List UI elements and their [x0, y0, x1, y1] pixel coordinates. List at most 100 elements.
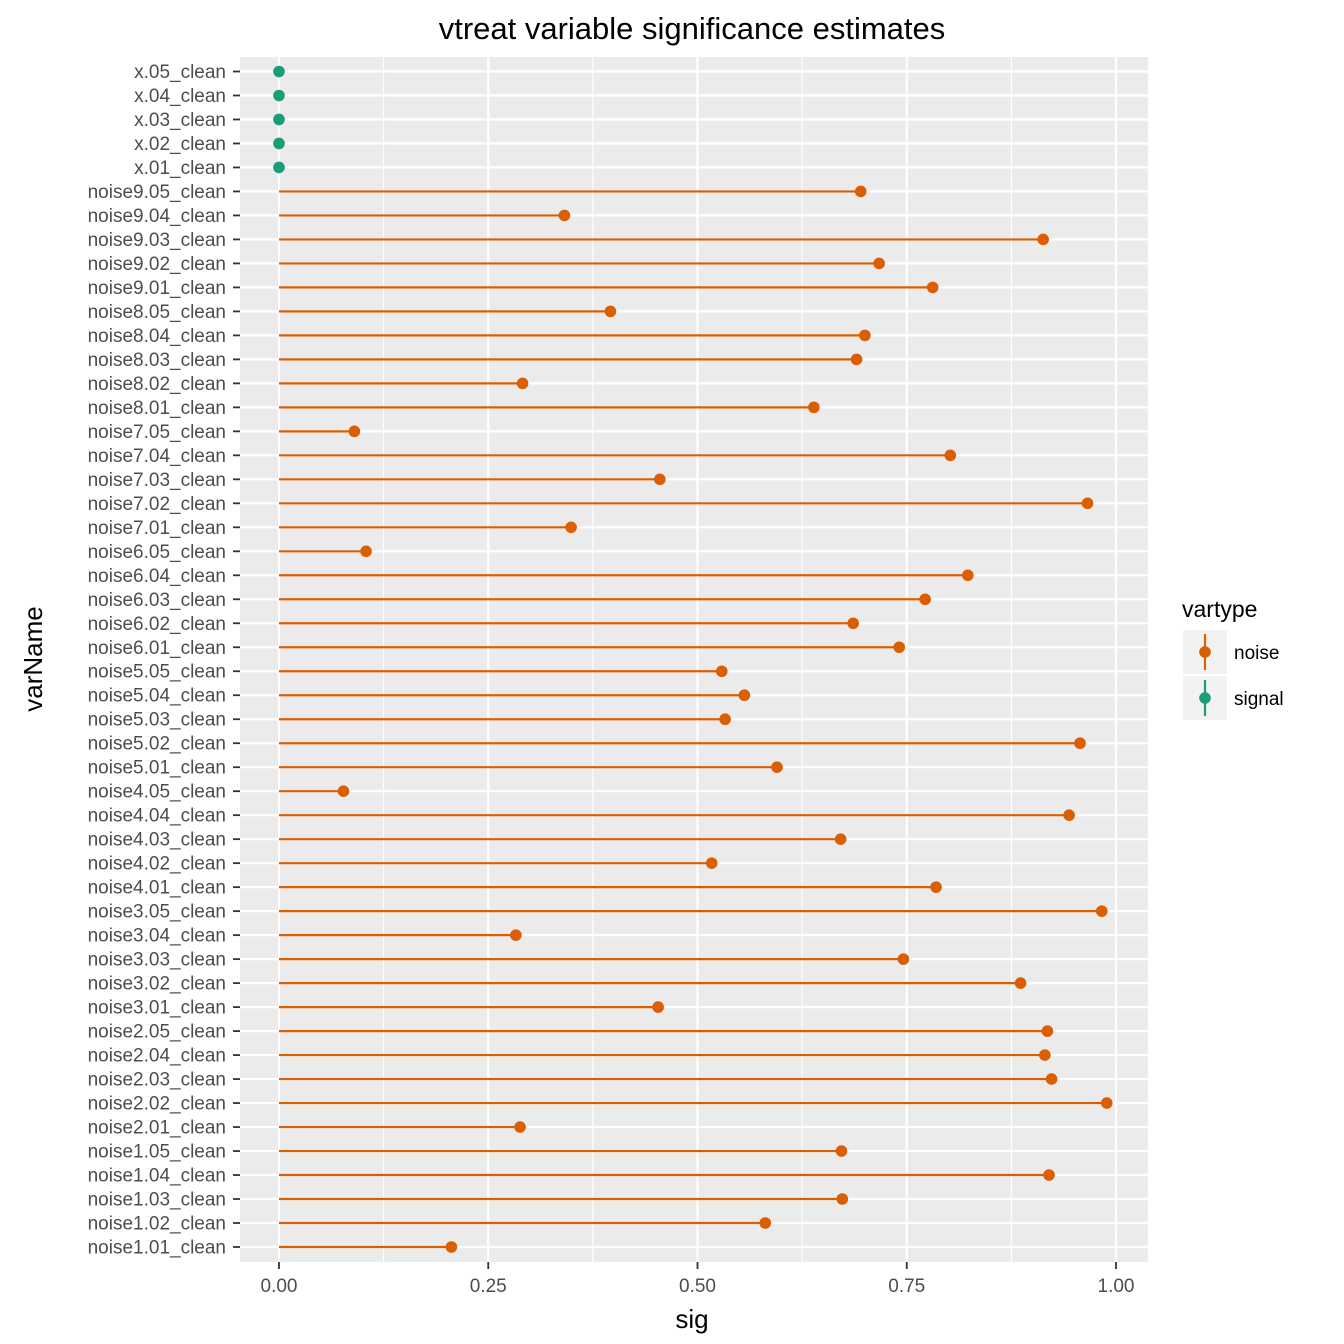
lollipop-stems [279, 190, 1107, 1249]
y-tick-label: noise6.04_clean [88, 566, 226, 587]
x-tick-label: 0.25 [470, 1276, 507, 1297]
y-tick-label: noise1.03_clean [88, 1190, 226, 1211]
point-noise6.05_clean [360, 545, 372, 558]
point-noise2.01_clean [514, 1121, 526, 1133]
y-tick-label: noise3.05_clean [88, 902, 226, 923]
point-noise4.05_clean [337, 785, 350, 797]
y-tick-label: noise5.02_clean [88, 734, 226, 755]
legend-key-point-signal [1199, 692, 1211, 704]
y-tick-label: noise6.02_clean [88, 614, 226, 635]
point-noise5.04_clean [738, 689, 751, 702]
y-tick-label: noise4.05_clean [88, 782, 226, 803]
y-tick-label: noise9.01_clean [88, 278, 226, 299]
x-axis: 0.00 0.25 0.50 0.75 1.00 [261, 1262, 1134, 1297]
y-tick-label: noise7.02_clean [88, 494, 226, 515]
y-tick-label: noise4.01_clean [88, 878, 226, 899]
x-axis-title: sig [675, 1304, 708, 1334]
point-x.01_clean [273, 161, 285, 174]
y-tick-label: noise8.01_clean [88, 398, 226, 419]
y-tick-label: noise9.02_clean [88, 254, 226, 275]
y-tick-label: x.02_clean [134, 134, 226, 155]
y-tick-label: x.01_clean [134, 158, 226, 179]
point-noise4.04_clean [1063, 809, 1075, 821]
y-tick-label: noise5.01_clean [88, 758, 226, 779]
point-noise4.03_clean [834, 833, 847, 845]
point-noise4.02_clean [705, 857, 718, 869]
point-noise3.01_clean [652, 1001, 664, 1013]
y-tick-label: noise4.04_clean [88, 806, 226, 827]
x-tick-label: 0.50 [679, 1276, 716, 1297]
y-tick-label: noise7.05_clean [88, 422, 226, 443]
point-noise7.04_clean [944, 449, 957, 462]
y-tick-label: noise9.05_clean [88, 182, 226, 203]
point-noise6.01_clean [893, 641, 906, 654]
y-tick-label: noise9.03_clean [88, 230, 226, 251]
y-tick-label: noise4.02_clean [88, 854, 226, 875]
point-noise3.03_clean [897, 953, 910, 965]
lollipop-points [273, 65, 1113, 1253]
point-noise5.03_clean [719, 713, 731, 726]
y-tick-label: noise8.02_clean [88, 374, 226, 395]
y-tick-label: noise6.05_clean [88, 542, 226, 563]
point-noise8.05_clean [604, 305, 617, 318]
point-noise6.02_clean [847, 617, 859, 630]
point-noise2.03_clean [1045, 1073, 1058, 1085]
point-noise9.04_clean [558, 209, 571, 222]
point-noise6.03_clean [919, 593, 931, 606]
point-noise2.05_clean [1041, 1025, 1054, 1037]
y-tick-label: noise7.01_clean [88, 518, 226, 539]
point-noise3.04_clean [510, 929, 522, 941]
y-tick-label: noise3.03_clean [88, 950, 226, 971]
point-noise8.02_clean [516, 377, 529, 390]
point-noise1.04_clean [1043, 1169, 1055, 1181]
y-tick-label: noise7.03_clean [88, 470, 226, 491]
y-tick-label: noise1.01_clean [88, 1238, 226, 1259]
y-tick-label: noise1.04_clean [88, 1166, 226, 1187]
point-noise9.01_clean [926, 281, 939, 294]
point-noise9.03_clean [1037, 233, 1049, 246]
y-tick-label: noise4.03_clean [88, 830, 226, 851]
point-noise3.05_clean [1095, 905, 1108, 917]
point-noise7.03_clean [654, 473, 666, 486]
y-tick-label: noise6.03_clean [88, 590, 226, 611]
point-noise8.01_clean [808, 401, 820, 414]
chart-title: vtreat variable significance estimates [439, 11, 946, 46]
y-tick-label: noise2.03_clean [88, 1070, 226, 1091]
point-noise7.05_clean [348, 425, 361, 438]
legend: vartype noise signal [1182, 596, 1284, 720]
y-tick-label: x.03_clean [134, 110, 226, 131]
x-tick-label: 0.00 [261, 1276, 298, 1297]
y-tick-label: noise3.01_clean [88, 998, 226, 1019]
point-noise7.02_clean [1081, 497, 1094, 510]
plot-panel [240, 57, 1148, 1262]
point-x.02_clean [273, 137, 285, 150]
legend-title: vartype [1182, 596, 1257, 622]
point-noise8.04_clean [859, 329, 871, 342]
y-tick-label: x.04_clean [134, 86, 226, 107]
point-x.03_clean [273, 113, 285, 126]
y-tick-label: noise8.05_clean [88, 302, 226, 323]
point-noise4.01_clean [930, 881, 942, 893]
point-noise2.04_clean [1039, 1049, 1051, 1061]
point-noise7.01_clean [565, 521, 577, 534]
point-noise2.02_clean [1100, 1097, 1113, 1109]
point-noise1.01_clean [445, 1241, 458, 1253]
point-noise1.03_clean [836, 1193, 849, 1205]
point-noise5.01_clean [771, 761, 783, 774]
y-tick-label: noise7.04_clean [88, 446, 226, 467]
legend-label-signal: signal [1234, 689, 1284, 710]
y-tick-label: noise2.02_clean [88, 1094, 226, 1115]
legend-label-noise: noise [1234, 643, 1279, 664]
y-tick-label: noise3.04_clean [88, 926, 226, 947]
y-tick-label: noise2.05_clean [88, 1022, 226, 1043]
y-tick-label: noise1.02_clean [88, 1214, 226, 1235]
point-x.04_clean [273, 89, 285, 102]
y-tick-label: noise5.03_clean [88, 710, 226, 731]
point-x.05_clean [273, 65, 285, 78]
point-noise9.05_clean [854, 185, 867, 198]
point-noise6.04_clean [962, 569, 974, 582]
y-tick-label: noise3.02_clean [88, 974, 226, 995]
point-noise5.05_clean [715, 665, 728, 678]
y-tick-label: noise2.01_clean [88, 1118, 226, 1139]
